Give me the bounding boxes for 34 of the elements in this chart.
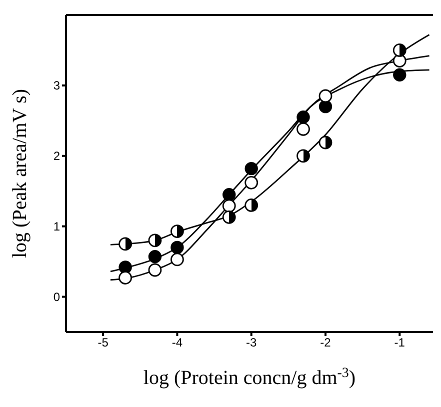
- point: [244, 162, 258, 176]
- y-tick-label: 3: [53, 78, 60, 93]
- point: [148, 263, 162, 277]
- point: [148, 250, 162, 264]
- point: [222, 199, 236, 213]
- point: [318, 100, 332, 114]
- point: [296, 122, 310, 136]
- point: [118, 237, 132, 251]
- x-tick-label: -4: [172, 336, 183, 350]
- y-axis-title: log (Peak area/mV s): [9, 88, 31, 258]
- point: [393, 68, 406, 82]
- point: [296, 110, 310, 124]
- point: [222, 188, 236, 202]
- point: [222, 210, 236, 224]
- x-axis-title: log (Protein concn/g dm$^{-3}$): [143, 366, 356, 389]
- point: [170, 252, 184, 266]
- point: [170, 240, 184, 254]
- point: [318, 136, 332, 150]
- x-tick-label: -5: [98, 336, 109, 350]
- point: [118, 260, 132, 274]
- point: [318, 89, 332, 103]
- point: [244, 198, 258, 212]
- y-tick-label: 2: [53, 149, 60, 164]
- point: [296, 149, 310, 163]
- point: [148, 234, 162, 248]
- point: [170, 224, 184, 238]
- y-tick-label: 1: [53, 220, 60, 234]
- point: [118, 271, 132, 284]
- point: [244, 176, 258, 190]
- x-tick-label: -2: [320, 336, 332, 350]
- x-tick-label: -3: [246, 336, 258, 350]
- x-tick-label: -1: [394, 336, 406, 350]
- y-tick-label: 0: [53, 290, 60, 304]
- point: [392, 44, 406, 57]
